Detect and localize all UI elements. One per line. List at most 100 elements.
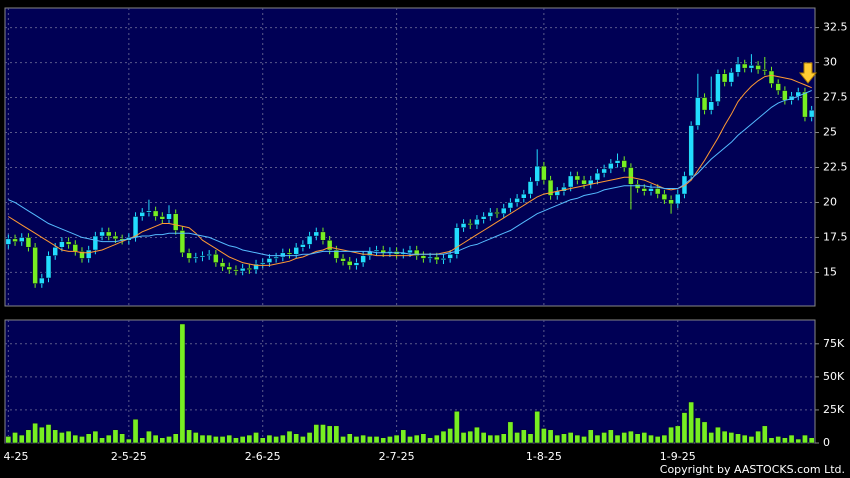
volume-bar: [768, 437, 775, 444]
volume-bar: [380, 437, 387, 444]
volume-bar: [400, 429, 407, 444]
volume-bar: [735, 433, 741, 444]
x-tick-label: 1-8-25: [526, 450, 562, 463]
candle-body: [721, 73, 728, 83]
candle-body: [500, 207, 507, 214]
volume-bar: [5, 436, 12, 444]
x-tick-label: 2-6-25: [245, 450, 281, 463]
volume-bar: [65, 430, 72, 444]
volume-bar: [219, 436, 226, 444]
volume-bar: [18, 434, 25, 444]
candle-body: [79, 251, 85, 259]
candle-body: [748, 65, 755, 69]
volume-bar: [641, 432, 648, 444]
copyright: Copyright by AASTOCKS.com Ltd.: [660, 463, 845, 476]
candle-body: [427, 256, 433, 259]
volume-bar: [594, 434, 601, 444]
candle-body: [139, 212, 145, 217]
candle-body: [608, 163, 614, 170]
volume-bar: [621, 432, 628, 444]
volume-bar: [38, 426, 45, 444]
candle-body: [621, 160, 627, 168]
moving-average-line: [8, 90, 812, 257]
volume-bar: [326, 425, 333, 444]
y-tick-label: 25K: [823, 403, 845, 416]
volume-bar: [32, 422, 38, 444]
candle-body: [59, 241, 65, 248]
volume-bar: [172, 433, 179, 444]
volume-bar: [52, 429, 59, 444]
candle-body: [373, 249, 380, 252]
volume-bar: [85, 433, 92, 444]
y-tick-label: 25: [823, 126, 837, 139]
volume-bar: [574, 434, 581, 444]
candle-body: [166, 213, 172, 220]
candle-body: [762, 69, 768, 72]
volume-bar: [755, 430, 761, 444]
volume-bar: [541, 428, 547, 444]
candle-body: [5, 238, 12, 245]
volume-bar: [139, 437, 146, 444]
plot-layer: 4-25 2-5-25 2-6-25 2-7-25 1-8-25 1-9-25 15 17.5…: [4, 8, 848, 463]
volume-bar: [454, 411, 460, 444]
candle-body: [246, 267, 253, 270]
volume-bar: [393, 434, 400, 444]
y-tick-label: 32.5: [823, 21, 848, 34]
volume-bar: [601, 432, 607, 444]
volume-bar: [59, 432, 65, 444]
volume-bar: [648, 434, 654, 444]
volume-bar: [353, 436, 360, 444]
volume-bar: [119, 433, 125, 444]
candle-body: [85, 249, 92, 259]
candle-body: [253, 263, 259, 270]
candle-body: [213, 253, 219, 263]
candle-body: [12, 238, 18, 242]
candle-body: [434, 256, 440, 261]
volume-bar: [179, 323, 186, 444]
candle-body: [614, 160, 621, 164]
volume-bar: [105, 434, 112, 444]
candle-body: [467, 223, 473, 226]
candle-body: [668, 199, 674, 205]
candle-body: [454, 227, 460, 255]
volume-bar: [775, 436, 782, 444]
candle-body: [688, 125, 694, 177]
candle-body: [521, 193, 527, 199]
volume-bar: [433, 434, 440, 444]
volume-bar: [534, 411, 541, 444]
candle-body: [460, 223, 467, 228]
candle-body: [199, 255, 206, 258]
volume-bar: [420, 433, 427, 444]
candle-body: [527, 181, 534, 195]
candle-body: [648, 188, 654, 192]
volume-bar: [654, 436, 661, 444]
volume-bar: [788, 434, 795, 444]
candle-body: [293, 246, 299, 255]
candle-body: [440, 258, 447, 261]
volume-bar: [715, 426, 721, 444]
candle-body: [273, 256, 279, 259]
volume-bar: [192, 432, 199, 444]
x-tick-label: 2-5-25: [111, 450, 147, 463]
candle-body: [326, 239, 333, 251]
candle-body: [172, 213, 179, 231]
candle-body: [239, 267, 246, 272]
candle-body: [775, 83, 781, 91]
volume-bar: [447, 428, 454, 444]
volume-bar: [159, 437, 166, 444]
signal-arrow: [798, 62, 818, 84]
volume-bar: [688, 401, 695, 444]
volume-bar: [554, 434, 561, 444]
volume-bar: [279, 434, 286, 444]
y-tick-label: 50K: [823, 370, 845, 383]
candle-body: [547, 179, 554, 196]
volume-bar: [614, 434, 621, 444]
candle-body: [514, 198, 520, 203]
y-tick-label: 22.5: [823, 160, 848, 173]
volume-bar: [320, 424, 326, 444]
volume-bar: [701, 421, 708, 444]
volume-bar: [661, 434, 668, 444]
candle-body: [159, 216, 166, 220]
candle-body: [728, 72, 735, 83]
